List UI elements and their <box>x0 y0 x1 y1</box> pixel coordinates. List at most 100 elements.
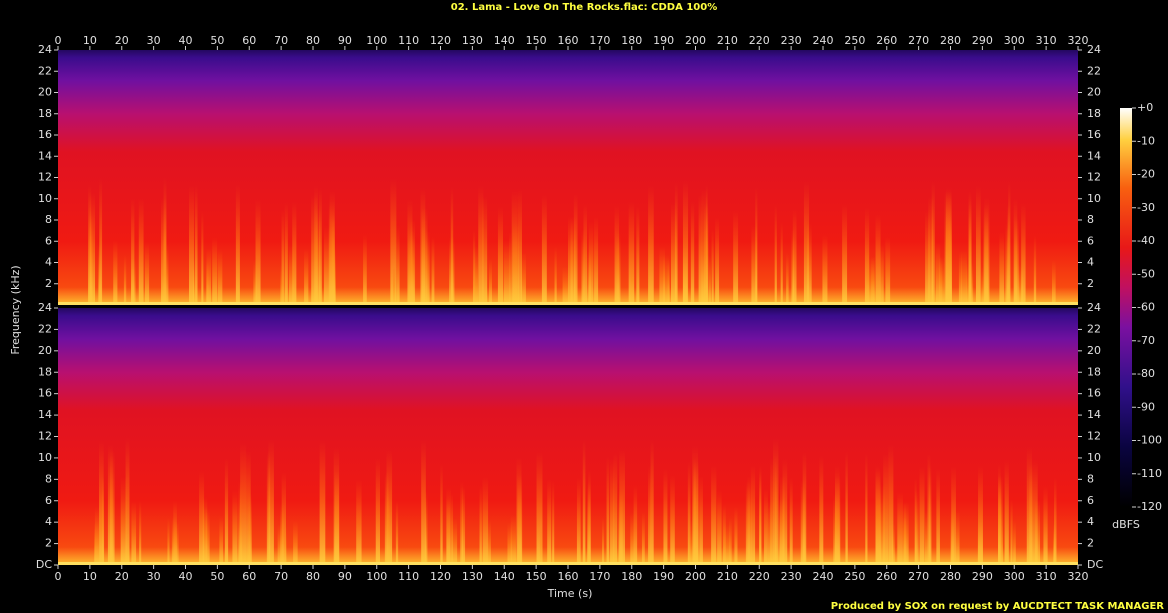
colorbar-tick-label: -120 <box>1137 500 1162 513</box>
spectrogram-streak <box>395 500 399 565</box>
colorbar-tick-label: -30 <box>1137 201 1155 214</box>
x-tick-label: 0 <box>55 34 62 47</box>
spectrogram-streak <box>536 451 543 565</box>
spectrogram-streak <box>268 439 274 565</box>
spectrogram-streak <box>205 508 210 565</box>
spectrogram-streak <box>806 223 812 305</box>
spectrogram-streak <box>125 438 130 565</box>
x-tick-label: 80 <box>306 570 320 583</box>
spectrogram-streak <box>780 475 785 565</box>
spectrogram-streak <box>630 512 634 565</box>
x-tick-label: 210 <box>717 34 738 47</box>
y-tick-label: 4 <box>1087 256 1094 269</box>
spectrogram-streak <box>541 194 547 305</box>
spectrogram-streak <box>1043 486 1048 565</box>
x-tick-label: 50 <box>210 570 224 583</box>
y-tick-label: 16 <box>1087 128 1101 141</box>
spectrogram-streak <box>573 193 578 305</box>
spectrogram-streak <box>945 191 952 305</box>
spectrogram-streak <box>521 251 526 305</box>
spectrogram-streak <box>581 229 585 305</box>
spectrogram-streak <box>582 439 586 565</box>
spectrogram-streak <box>473 264 479 305</box>
spectrogram-streak <box>755 187 758 305</box>
spectrogram-streak <box>928 196 934 305</box>
spectrogram-streak <box>616 232 621 305</box>
spectrogram-streak <box>984 197 990 305</box>
spectrogram-streak <box>925 210 930 305</box>
spectrogram-streak <box>842 204 848 305</box>
x-tick-label: 70 <box>274 34 288 47</box>
spectrogram-streak <box>123 254 127 305</box>
y-tick-label: 12 <box>1087 171 1101 184</box>
spectrogram-streak <box>450 492 454 565</box>
spectrogram-streak <box>1014 217 1019 305</box>
spectrogram-streak <box>786 252 789 305</box>
colorbar-tick-label: -80 <box>1137 367 1155 380</box>
spectrogram-streak <box>1000 521 1004 565</box>
x-tick-label: 250 <box>844 34 865 47</box>
x-tick-label: 20 <box>115 570 129 583</box>
spectrogram-streak <box>503 240 510 305</box>
spectrogram-streak <box>1033 234 1037 305</box>
x-tick-label: 30 <box>147 34 161 47</box>
spectrogram-streak <box>219 515 223 565</box>
x-tick-label: 260 <box>876 570 897 583</box>
colorbar-label: dBFS <box>1112 518 1140 531</box>
y-tick-label: 18 <box>38 365 52 378</box>
spectrogram-streak <box>774 204 777 305</box>
x-tick-label: 100 <box>366 570 387 583</box>
spectrogram-streak <box>212 237 218 305</box>
spectrogram-streak <box>711 228 714 305</box>
y-tick-label: 18 <box>38 107 52 120</box>
spectrogram-streak <box>875 213 881 305</box>
spectrogram-streak <box>171 516 177 565</box>
spectrogram-streak <box>734 506 738 565</box>
spectrogram-streak <box>203 506 208 565</box>
spectrogram-streak <box>630 254 634 305</box>
spectrogram-streak <box>280 264 285 305</box>
spectrogram-streak <box>144 242 150 305</box>
spectrogram-streak <box>764 488 768 565</box>
spectrogram-streak <box>767 500 772 565</box>
spectrogram-streak <box>958 251 962 305</box>
spectrogram-streak <box>955 510 960 565</box>
spectrogram-streak <box>199 470 205 565</box>
y-tick-label: 22 <box>38 322 52 335</box>
y-tick-label: 6 <box>45 494 52 507</box>
spectrogram-streak <box>1052 260 1056 305</box>
x-tick-label: 90 <box>338 34 352 47</box>
spectrogram-streak <box>452 518 458 565</box>
spectrogram-streak <box>479 485 482 565</box>
x-tick-label: 110 <box>398 570 419 583</box>
y-tick-label: 14 <box>38 408 52 421</box>
x-tick-label: 100 <box>366 34 387 47</box>
spectrogram-streak <box>641 511 645 565</box>
spectrogram-streak <box>1018 264 1024 305</box>
spectrogram-streak <box>102 476 105 565</box>
y-tick-label: 12 <box>1087 430 1101 443</box>
spectrogram-streak <box>671 202 677 305</box>
x-tick-label: 200 <box>685 570 706 583</box>
spectrogram-streak <box>393 266 396 305</box>
spectrogram-streak <box>728 517 732 565</box>
colorbar-tick-label: -60 <box>1137 301 1155 314</box>
spectrogram-streak <box>633 485 638 565</box>
spectrogram-streak <box>648 185 654 305</box>
spectrogram-streak <box>390 178 397 305</box>
spectrogram-streak <box>194 184 198 305</box>
spectrogram-streak <box>885 236 891 305</box>
y-tick-label: 14 <box>38 149 52 162</box>
spectrogram-streak <box>232 489 238 565</box>
colorbar-tick-label: -10 <box>1137 134 1155 147</box>
spectrogram-streak <box>277 524 282 565</box>
spectrogram-streak <box>865 452 868 565</box>
spectrogram-streak <box>567 216 573 305</box>
y-tick-label: 8 <box>1087 213 1094 226</box>
spectrogram-streak <box>293 520 298 565</box>
spectrogram-streak <box>431 235 435 305</box>
spectrogram-streak <box>613 452 618 565</box>
x-tick-label: 240 <box>813 570 834 583</box>
spectrogram-streak <box>425 230 430 305</box>
spectrogram-streak <box>461 486 466 565</box>
